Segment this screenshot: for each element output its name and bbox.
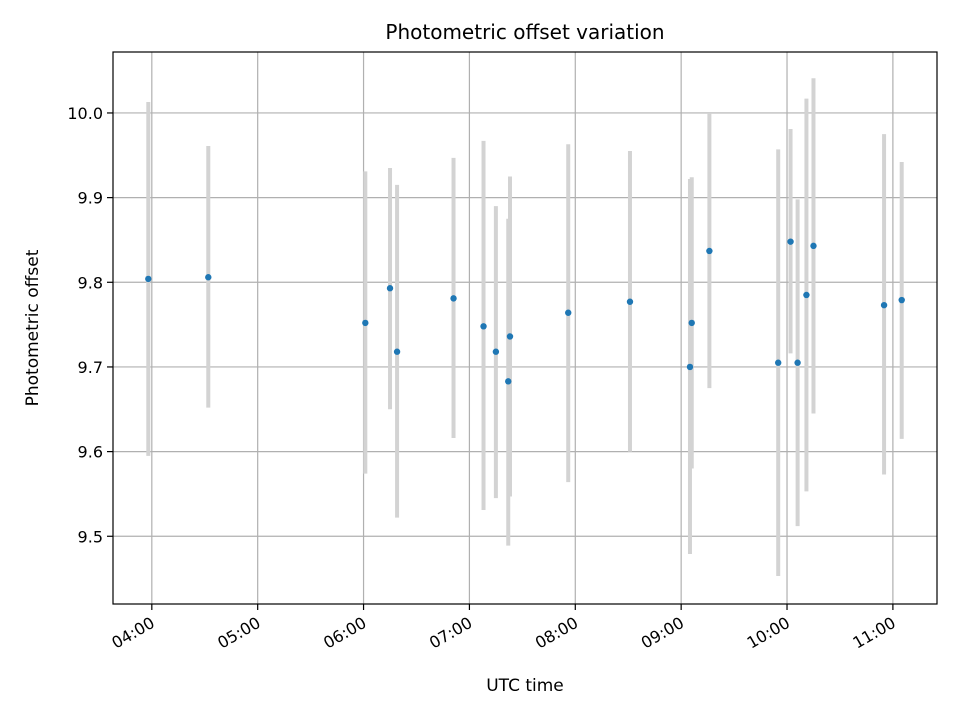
data-point	[362, 319, 369, 327]
data-point	[686, 363, 694, 371]
grid	[113, 52, 937, 604]
data-point	[565, 309, 572, 316]
data-point	[626, 298, 634, 305]
data-point	[506, 333, 514, 340]
data-point	[688, 319, 695, 327]
data-point	[787, 238, 794, 245]
data-point	[706, 247, 713, 255]
y-tick-label: 9.8	[78, 273, 103, 292]
data-point	[803, 291, 810, 299]
y-tick-label: 10.0	[67, 104, 103, 123]
y-axis-label: Photometric offset	[23, 249, 43, 406]
plot-frame	[112, 51, 938, 605]
y-tick-label: 9.6	[78, 443, 103, 462]
chart-title: Photometric offset variation	[385, 20, 664, 44]
data-point	[505, 378, 512, 385]
data-point	[393, 348, 401, 355]
data-points	[145, 238, 905, 385]
data-point	[880, 301, 888, 309]
data-point	[794, 359, 801, 366]
y-tick-label: 9.7	[78, 358, 103, 377]
x-axis-label: UTC time	[486, 676, 564, 696]
data-point	[145, 275, 152, 283]
data-point	[774, 359, 782, 366]
y-tick-label: 9.5	[78, 527, 103, 546]
data-point	[492, 348, 500, 355]
data-point	[450, 295, 457, 302]
data-point	[898, 296, 905, 304]
data-point	[386, 285, 394, 292]
data-point	[480, 323, 487, 330]
y-axis-ticks: 9.5 9.6 9.7 9.8 9.9 10.0	[67, 104, 113, 546]
data-point	[810, 242, 817, 250]
y-tick-label: 9.9	[78, 189, 103, 208]
data-point	[205, 274, 212, 281]
